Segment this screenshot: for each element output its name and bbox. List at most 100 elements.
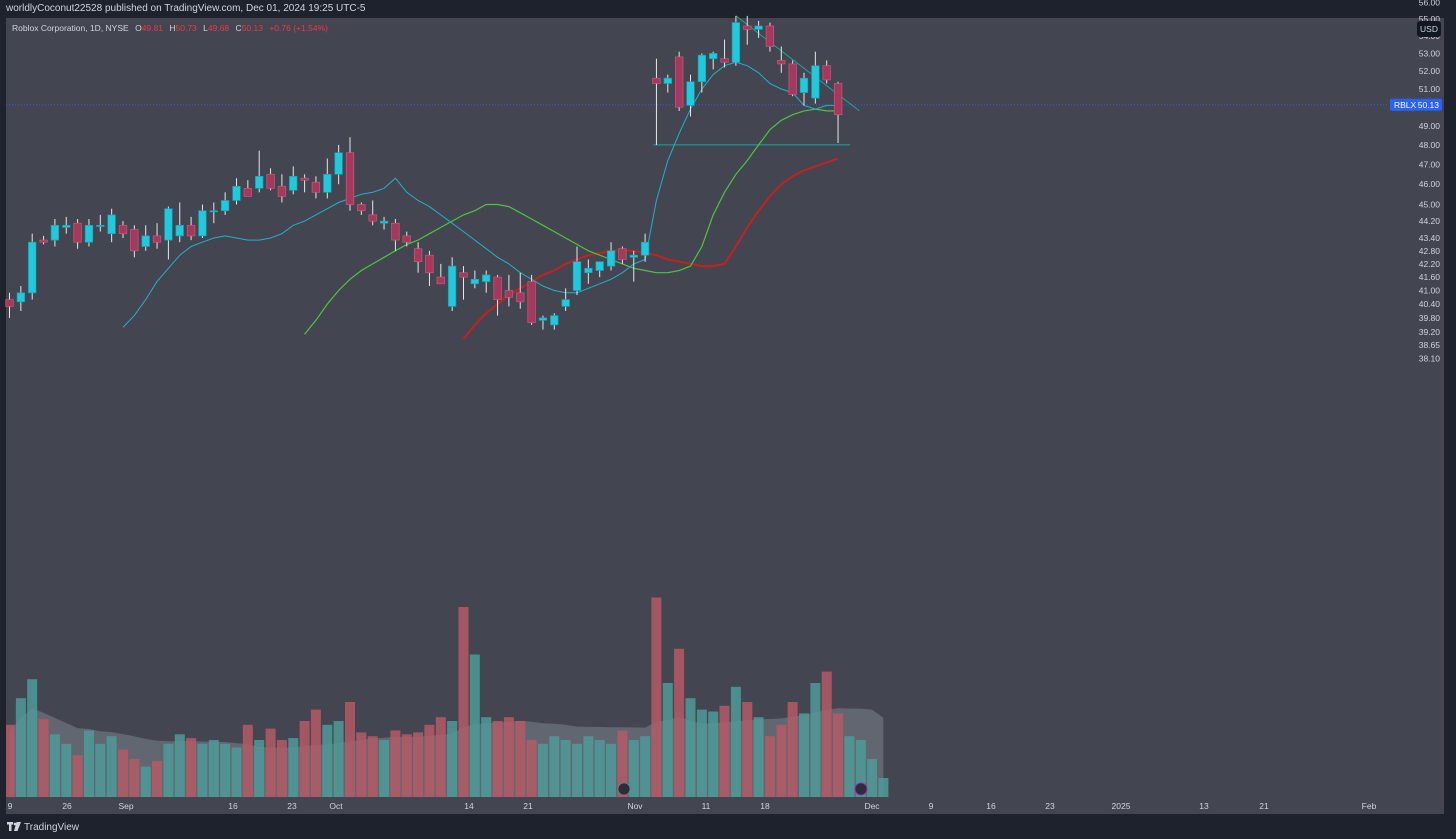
candle-body [198,210,207,237]
candle-body [731,22,741,63]
price-axis[interactable] [1388,18,1444,798]
volume-bar [61,743,72,797]
candle-body [50,224,60,241]
candle-body [402,235,411,243]
volume-bar [95,743,106,797]
candle-body [640,241,650,256]
volume-bar [220,743,231,797]
candle-body [118,224,128,235]
time-tick-label: 23 [287,801,297,811]
volume-bar [821,671,832,797]
volume-bar [503,717,514,797]
volume-bar [231,747,242,797]
volume-bar [265,728,276,797]
time-tick-label: 21 [1259,801,1269,811]
chart-pane[interactable] [6,18,1444,798]
currency-button[interactable]: USD [1417,21,1441,37]
current-price-badge [1390,98,1442,111]
time-tick-label: 23 [1045,801,1055,811]
price-tick-label: 46.00 [1419,179,1441,189]
dividend-bolt-icon [854,782,868,796]
volume-bar [662,683,673,797]
candle-body [527,281,536,323]
volume-bar [617,730,628,797]
price-tick-label: 41.00 [1419,286,1441,296]
price-tick-label: 47.00 [1419,159,1441,169]
candle-body [311,181,321,193]
candle-body [16,292,26,303]
volume-bar [72,755,83,797]
volume-bar [379,740,390,797]
volume-bar [606,743,616,797]
candle-body [255,175,264,189]
candle-body [345,152,355,205]
candle-body [277,185,287,197]
volume-bar [197,743,208,797]
volume-bar [651,597,662,797]
volume-bar [730,686,741,797]
volume-bar [242,724,253,797]
candle-body [391,222,400,241]
time-tick-label: Dec [864,801,880,811]
volume-bar [84,730,94,797]
volume-bar [38,719,49,797]
price-tick-label: 56.00 [1419,0,1441,8]
volume-bar [469,654,480,797]
volume-bar [435,717,446,797]
volume-bar [833,713,843,797]
candle-body [754,25,763,30]
candle-body [663,77,672,84]
candle-body [788,63,797,95]
volume-bar [288,738,299,797]
candle-body [538,317,548,321]
candle-body [675,56,684,108]
time-axis[interactable] [6,798,1444,814]
volume-bar [878,778,889,797]
high-label: H [169,23,176,33]
volume-bar [594,740,605,797]
volume-bar [572,743,582,797]
candle-body [595,261,604,271]
candle-body [550,315,559,326]
volume-bar [640,736,651,797]
candle-body [141,235,150,247]
volume-bar [447,721,458,797]
time-tick-label: 21 [523,801,533,811]
time-tick-label: 13 [1199,801,1209,811]
price-tick-label: 48.00 [1419,140,1441,150]
candle-body [5,299,14,307]
volume-bar [844,736,855,797]
candle-body [425,254,434,274]
volume-bar [696,709,707,797]
open-value: 49.81 [141,23,163,33]
tradingview-logo-text[interactable]: TradingView [24,822,80,833]
time-tick-label: 16 [986,801,996,811]
symbol-title: Roblox Corporation, 1D, NYSE [12,23,129,33]
price-tick-label: 55.00 [1419,14,1441,24]
volume-bar [537,743,548,797]
candle-body [504,290,514,298]
current-price-label: 50.13 [1418,100,1440,110]
price-tick-label: 44.20 [1419,216,1441,226]
current-price-symbol: RBLX [1394,100,1417,110]
price-tick-label: 51.00 [1419,84,1441,94]
volume-bar [867,759,878,797]
candle-body [436,276,445,285]
volume-bar [129,759,140,797]
tradingview-logo-icon[interactable] [7,822,21,832]
candle-body [243,187,252,197]
candle-body [459,272,468,278]
candle-body [39,239,48,243]
candle-body [289,175,298,191]
candle-body [470,278,479,285]
ema-mid-line [304,108,838,335]
volume-bar [583,736,594,797]
candle-body [493,276,502,300]
volume-bar [526,740,537,797]
candle-body [300,177,309,181]
volume-bar [674,648,685,797]
volume-bar [163,743,174,797]
volume-bar [787,702,798,797]
price-tick-label: 53.00 [1419,48,1441,58]
close-value: 50.13 [241,23,263,33]
